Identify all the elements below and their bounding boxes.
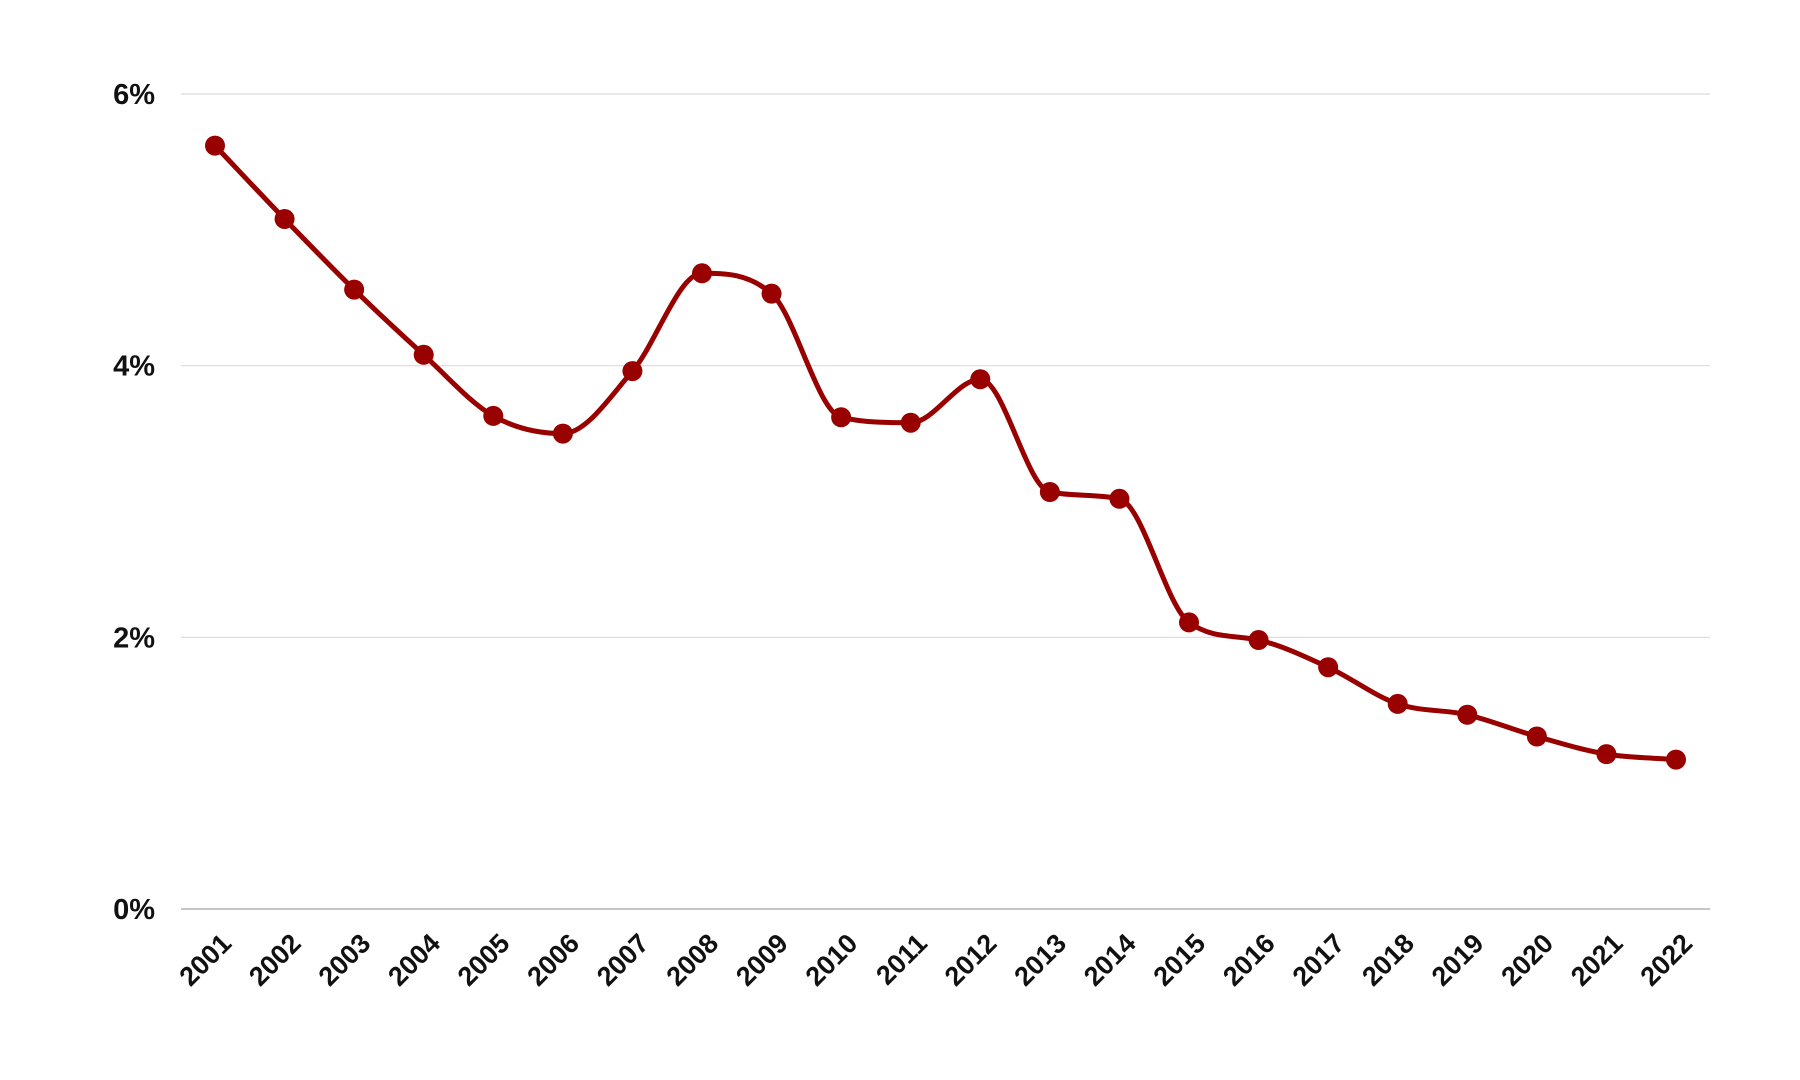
series	[205, 135, 1686, 770]
x-tick-label: 2003	[313, 928, 377, 992]
x-tick-label: 2011	[870, 928, 933, 991]
x-tick-label: 2002	[243, 928, 307, 992]
y-tick-label: 6%	[113, 79, 155, 111]
data-point	[970, 369, 991, 390]
data-point	[1248, 630, 1269, 651]
x-tick-label: 2016	[1217, 928, 1281, 992]
x-tick-label: 2010	[800, 928, 864, 992]
x-tick-label: 2012	[939, 928, 1003, 992]
x-tick-label: 2019	[1426, 928, 1490, 992]
y-tick-label: 0%	[113, 894, 155, 926]
data-point	[1666, 749, 1686, 770]
x-tick-label: 2009	[730, 928, 794, 992]
y-tick-label: 4%	[113, 351, 155, 383]
data-point	[761, 283, 782, 304]
data-point	[1457, 704, 1478, 725]
x-tick-label: 2021	[1565, 928, 1629, 992]
data-point	[831, 407, 852, 428]
data-point	[1526, 726, 1547, 747]
data-point	[205, 135, 225, 156]
x-tick-label: 2018	[1356, 928, 1420, 992]
x-tick-label: 2001	[174, 928, 238, 992]
x-tick-label: 2022	[1635, 928, 1699, 992]
data-point	[1109, 488, 1130, 509]
data-point	[1387, 693, 1408, 714]
data-point	[413, 344, 434, 365]
data-point	[1596, 744, 1617, 765]
data-point	[692, 263, 712, 284]
data-point	[1318, 657, 1339, 678]
series-line	[212, 143, 1679, 763]
x-tick-label: 2006	[521, 928, 585, 992]
x-axis: 2001 2002 2003 2004 2005 2006 2007 2008 2009 2010…	[174, 928, 1699, 992]
y-axis: 0% 2% 4% 6%	[113, 79, 155, 926]
data-point	[552, 423, 573, 444]
x-tick-label: 2007	[591, 928, 655, 992]
data-point	[344, 279, 365, 300]
x-tick-label: 2013	[1008, 928, 1072, 992]
x-tick-label: 2020	[1495, 928, 1559, 992]
gridlines	[181, 93, 1710, 910]
data-point	[1039, 481, 1060, 502]
data-point	[483, 405, 504, 426]
data-point	[900, 412, 921, 433]
y-tick-label: 2%	[113, 622, 155, 654]
x-tick-label: 2014	[1078, 928, 1142, 992]
x-tick-label: 2017	[1287, 928, 1351, 992]
data-point	[274, 208, 295, 229]
x-tick-label: 2004	[382, 928, 446, 992]
x-tick-label: 2008	[661, 928, 725, 992]
data-point	[1179, 612, 1199, 633]
data-point	[622, 361, 643, 382]
x-tick-label: 2005	[452, 928, 516, 992]
x-tick-label: 2015	[1148, 928, 1212, 992]
